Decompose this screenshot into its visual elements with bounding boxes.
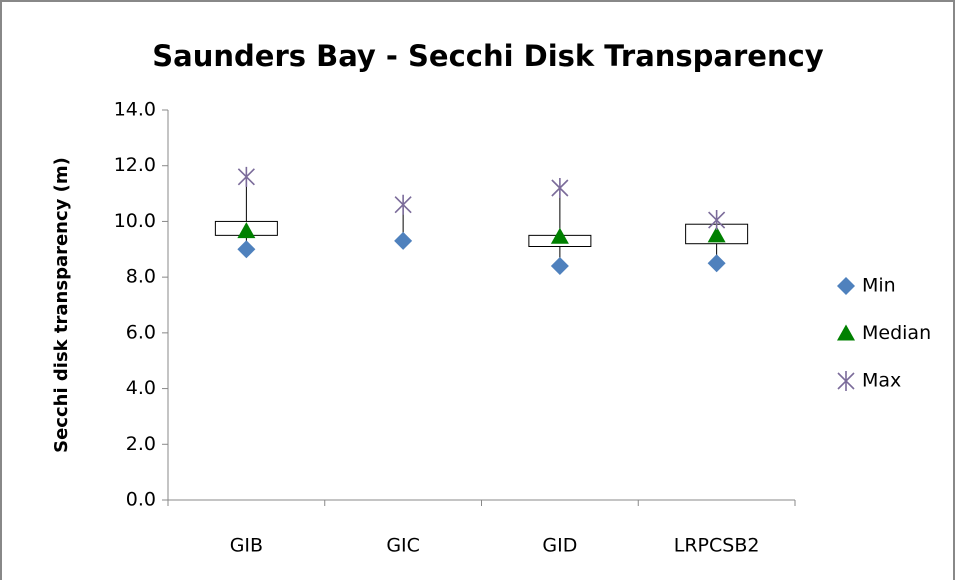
max-marker [237, 166, 255, 187]
y-tick-label: 6.0 [126, 321, 156, 343]
y-tick-label: 8.0 [126, 266, 156, 288]
median-marker [237, 222, 256, 239]
y-axis-label: Secchi disk transparency (m) [51, 157, 72, 453]
y-tick-label: 10.0 [114, 210, 156, 232]
y-tick-label: 0.0 [126, 489, 156, 511]
min-marker [394, 231, 413, 250]
median-marker [707, 226, 726, 243]
y-tick-label: 4.0 [126, 377, 156, 399]
y-tick-label: 12.0 [114, 154, 156, 176]
max-marker [394, 194, 412, 215]
legend-label: Min [862, 275, 896, 297]
min-marker [550, 257, 569, 275]
min-marker [237, 240, 256, 259]
y-tick-label: 14.0 [114, 99, 156, 121]
max-marker [551, 178, 569, 198]
max-marker [708, 210, 726, 231]
chart-title: Saunders Bay - Secchi Disk Transparency [152, 39, 824, 73]
x-tick-label: LRPCSB2 [674, 535, 760, 557]
min-marker [707, 254, 726, 273]
x-tick-label: GIB [230, 535, 263, 557]
legend-marker [837, 371, 855, 391]
legend-label: Max [862, 370, 901, 392]
x-tick-label: GIC [386, 535, 420, 557]
x-tick-label: GID [542, 535, 577, 557]
median-marker [550, 227, 569, 244]
y-tick-label: 2.0 [126, 433, 156, 455]
legend-marker [837, 324, 855, 341]
legend-label: Median [862, 322, 931, 344]
legend-marker [837, 277, 855, 295]
